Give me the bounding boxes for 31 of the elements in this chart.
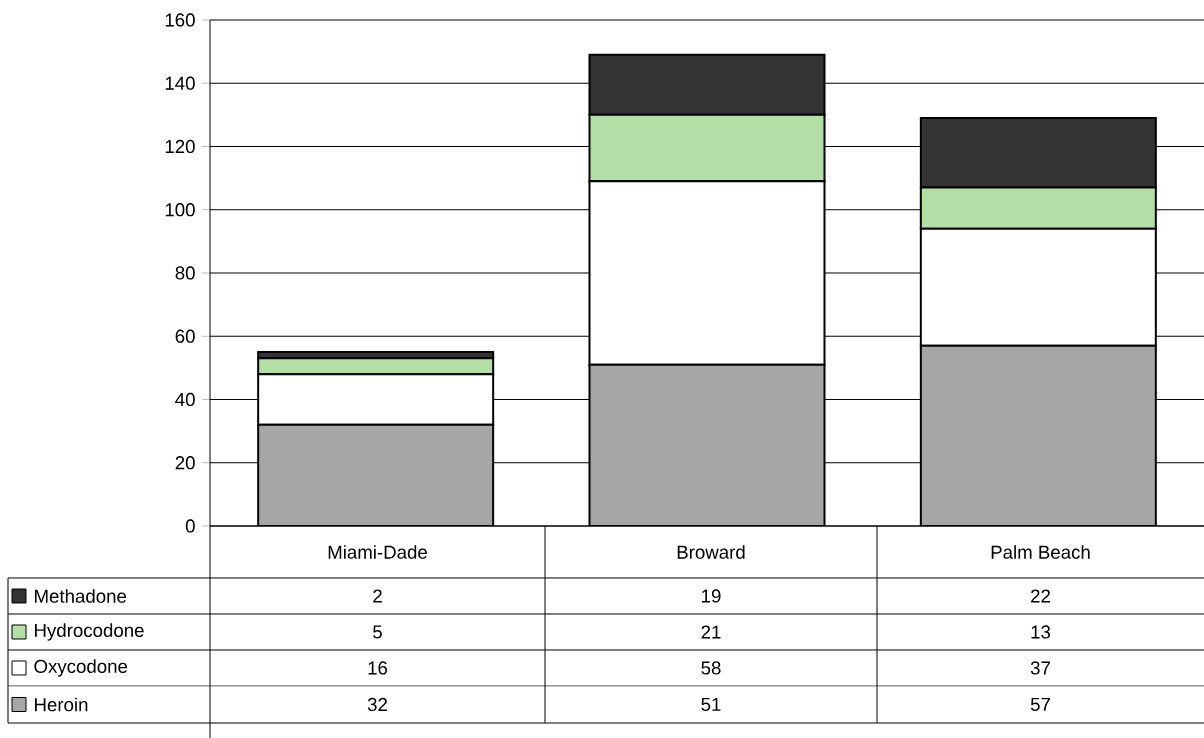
bar bbox=[257, 423, 495, 526]
data-label: 2 bbox=[373, 589, 382, 603]
data-label: 21 bbox=[701, 625, 721, 639]
x-tick-label: Palm Beach bbox=[991, 545, 1090, 559]
y-tick-label: 40 bbox=[175, 392, 195, 407]
legend-label: Heroin bbox=[35, 697, 88, 712]
y-tick-label: 60 bbox=[175, 329, 195, 343]
data-label: 22 bbox=[1031, 589, 1050, 603]
x-tick-label: Broward bbox=[677, 545, 745, 559]
data-label: 58 bbox=[701, 661, 721, 675]
x-tick-label: Miami-Dade bbox=[328, 545, 427, 559]
data-label: 32 bbox=[367, 697, 387, 712]
legend-label: Hydrocodone bbox=[35, 623, 144, 641]
y-tick-label: 120 bbox=[165, 139, 195, 154]
data-label: 51 bbox=[701, 697, 721, 711]
data-label: 5 bbox=[373, 625, 382, 639]
legend-label: Methadone bbox=[35, 589, 127, 603]
data-label: 16 bbox=[368, 661, 388, 675]
y-tick-label: 160 bbox=[165, 13, 195, 27]
data-label: 13 bbox=[1031, 625, 1051, 639]
legend-label: Oxycodone bbox=[34, 659, 128, 677]
data-label: 19 bbox=[702, 589, 721, 603]
data-label: 37 bbox=[1030, 661, 1050, 675]
y-tick-label: 80 bbox=[175, 266, 195, 280]
bar bbox=[588, 363, 826, 526]
data-label: 57 bbox=[1030, 697, 1050, 711]
y-tick-label: 140 bbox=[165, 76, 195, 90]
y-tick-label: 20 bbox=[175, 456, 195, 470]
bar bbox=[919, 344, 1157, 526]
y-tick-label: 0 bbox=[185, 519, 195, 533]
y-tick-label: 100 bbox=[165, 203, 195, 217]
